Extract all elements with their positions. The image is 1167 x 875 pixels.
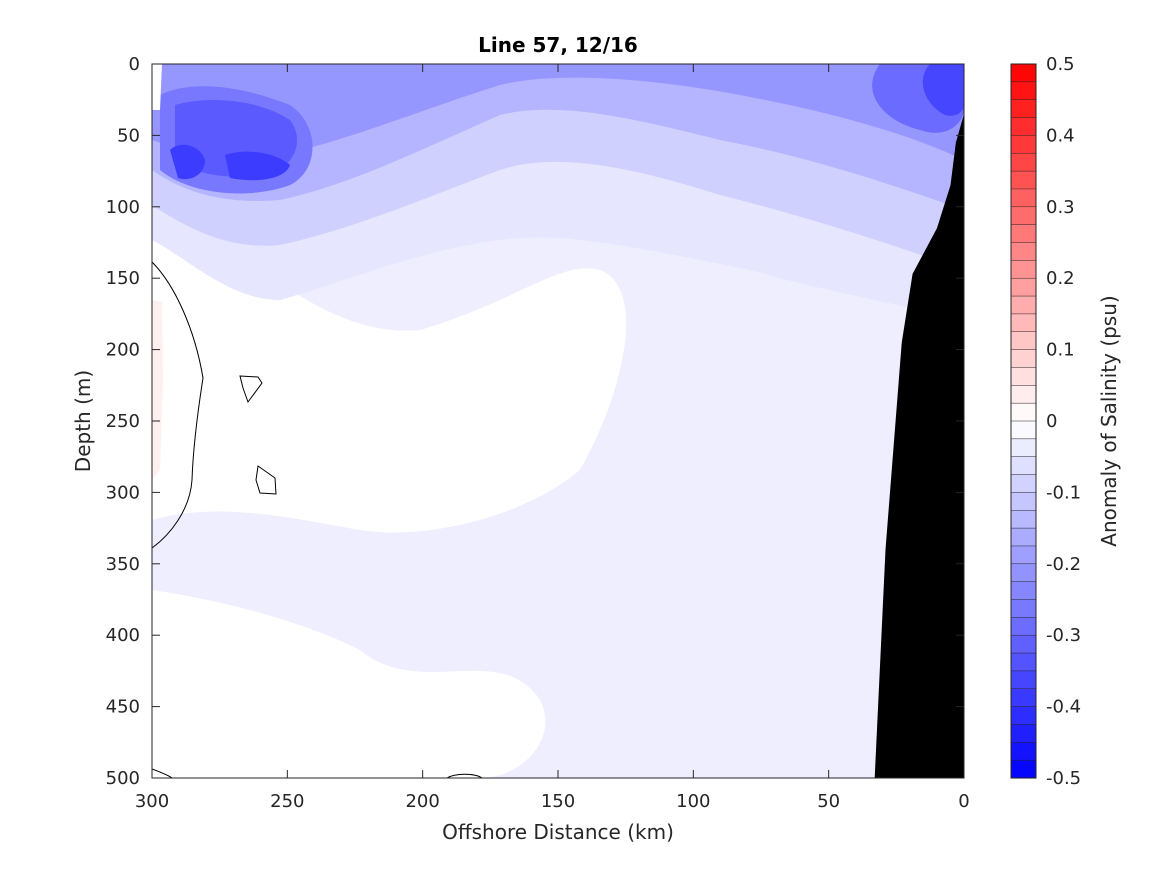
zero-contour-line-small-1 — [239, 375, 263, 404]
y-axis-title: Depth (m) — [71, 370, 95, 472]
colorbar-tick-label: 0.1 — [1046, 340, 1075, 361]
anomaly-contour-band-lower-white — [152, 590, 546, 778]
colorbar-level — [1010, 438, 1037, 458]
colorbar-level — [1010, 492, 1037, 511]
colorbar — [1010, 63, 1037, 779]
colorbar-level — [1010, 742, 1037, 761]
colorbar-level — [1010, 349, 1037, 369]
anomaly-contour-band-7b — [225, 151, 290, 181]
x-tick-label: 100 — [676, 791, 710, 812]
colorbar-level — [1010, 670, 1037, 690]
y-axis: 0 50 100 150 200 250 300 350 400 450 500 — [106, 54, 964, 789]
colorbar-level — [1010, 313, 1037, 333]
zero-contour-line-small-2 — [255, 465, 277, 495]
x-tick-label: 250 — [270, 791, 304, 812]
colorbar-tick-label: -0.4 — [1046, 697, 1081, 718]
colorbar-title: Anomaly of Salinity (psu) — [1097, 295, 1121, 546]
colorbar-tick-label: 0.4 — [1046, 125, 1075, 146]
y-tick-label: 500 — [106, 768, 140, 789]
colorbar-level — [1010, 117, 1037, 136]
colorbar-level — [1010, 188, 1037, 208]
y-tick-label: 200 — [106, 340, 140, 361]
colorbar-level — [1010, 581, 1037, 601]
bathymetry-mask — [874, 113, 964, 778]
anomaly-contour-band-deep-white — [152, 150, 627, 533]
x-tick-label: 200 — [405, 791, 439, 812]
colorbar-level — [1010, 420, 1037, 440]
colorbar-level — [1010, 634, 1037, 654]
chart-title: Line 57, 12/16 — [478, 33, 638, 57]
y-tick-label: 250 — [106, 411, 140, 432]
colorbar-level — [1010, 688, 1037, 708]
colorbar-level — [1010, 402, 1037, 422]
colorbar-ticks: 0.5 0.4 0.3 0.2 0.1 0 -0.1 -0.2 -0.3 -0.4 -0.5 — [1046, 54, 1081, 789]
colorbar-level — [1010, 260, 1037, 279]
colorbar-level — [1010, 706, 1037, 725]
colorbar-level — [1010, 724, 1037, 743]
x-tick-label: 0 — [958, 791, 969, 812]
y-tick-label: 300 — [106, 482, 140, 503]
y-tick-label: 0 — [129, 54, 140, 75]
y-tick-label: 400 — [106, 625, 140, 646]
colorbar-level — [1010, 224, 1037, 244]
colorbar-level — [1010, 510, 1037, 529]
y-tick-label: 50 — [117, 125, 140, 146]
colorbar-tick-label: -0.1 — [1046, 482, 1081, 503]
colorbar-level — [1010, 153, 1037, 172]
colorbar-level — [1010, 331, 1037, 351]
colorbar-tick-label: -0.2 — [1046, 554, 1081, 575]
colorbar-tick-label: 0.5 — [1046, 54, 1075, 75]
x-tick-label: 50 — [817, 791, 840, 812]
colorbar-tick-label: 0 — [1046, 411, 1057, 432]
colorbar-level — [1010, 99, 1037, 119]
x-tick-label: 300 — [135, 791, 169, 812]
colorbar-tick-label: 0.2 — [1046, 268, 1075, 289]
x-tick-label: 150 — [541, 791, 575, 812]
colorbar-level — [1010, 527, 1037, 547]
colorbar-level — [1010, 563, 1037, 583]
colorbar-level — [1010, 617, 1037, 636]
colorbar-tick-label: -0.3 — [1046, 625, 1081, 646]
x-axis: 300 250 200 150 100 50 0 — [135, 64, 970, 812]
colorbar-level — [1010, 242, 1037, 261]
x-axis-title: Offshore Distance (km) — [442, 820, 674, 844]
colorbar-tick-label: -0.5 — [1046, 768, 1081, 789]
zero-contour-line-bottom-mid — [446, 773, 483, 778]
colorbar-level — [1010, 545, 1037, 565]
colorbar-level — [1010, 385, 1037, 404]
colorbar-level — [1010, 277, 1037, 297]
colorbar-level — [1010, 170, 1037, 190]
y-tick-label: 100 — [106, 197, 140, 218]
anomaly-contour-band-4 — [152, 64, 964, 160]
colorbar-tick-label: 0.3 — [1046, 197, 1075, 218]
anomaly-contour-band-6-nearshore — [922, 64, 964, 116]
colorbar-level — [1010, 456, 1037, 476]
colorbar-level — [1010, 295, 1037, 315]
plot-area — [152, 64, 964, 778]
colorbar-level — [1010, 63, 1037, 83]
colorbar-level — [1010, 474, 1037, 493]
colorbar-level — [1010, 81, 1037, 101]
colorbar-frame — [1010, 63, 1037, 779]
zero-contour-line — [152, 261, 204, 549]
y-tick-label: 350 — [106, 554, 140, 575]
y-tick-label: 150 — [106, 268, 140, 289]
colorbar-level — [1010, 367, 1037, 386]
positive-anomaly-sliver — [152, 300, 163, 480]
colorbar-level — [1010, 206, 1037, 226]
colorbar-level — [1010, 759, 1037, 779]
anomaly-contour-band-surface-white — [152, 64, 162, 110]
anomaly-contour-band-7 — [170, 144, 205, 180]
zero-contour-line-bottom-left — [152, 768, 173, 778]
colorbar-level — [1010, 599, 1037, 618]
y-tick-label: 450 — [106, 697, 140, 718]
colorbar-level — [1010, 652, 1037, 672]
colorbar-level — [1010, 135, 1037, 154]
